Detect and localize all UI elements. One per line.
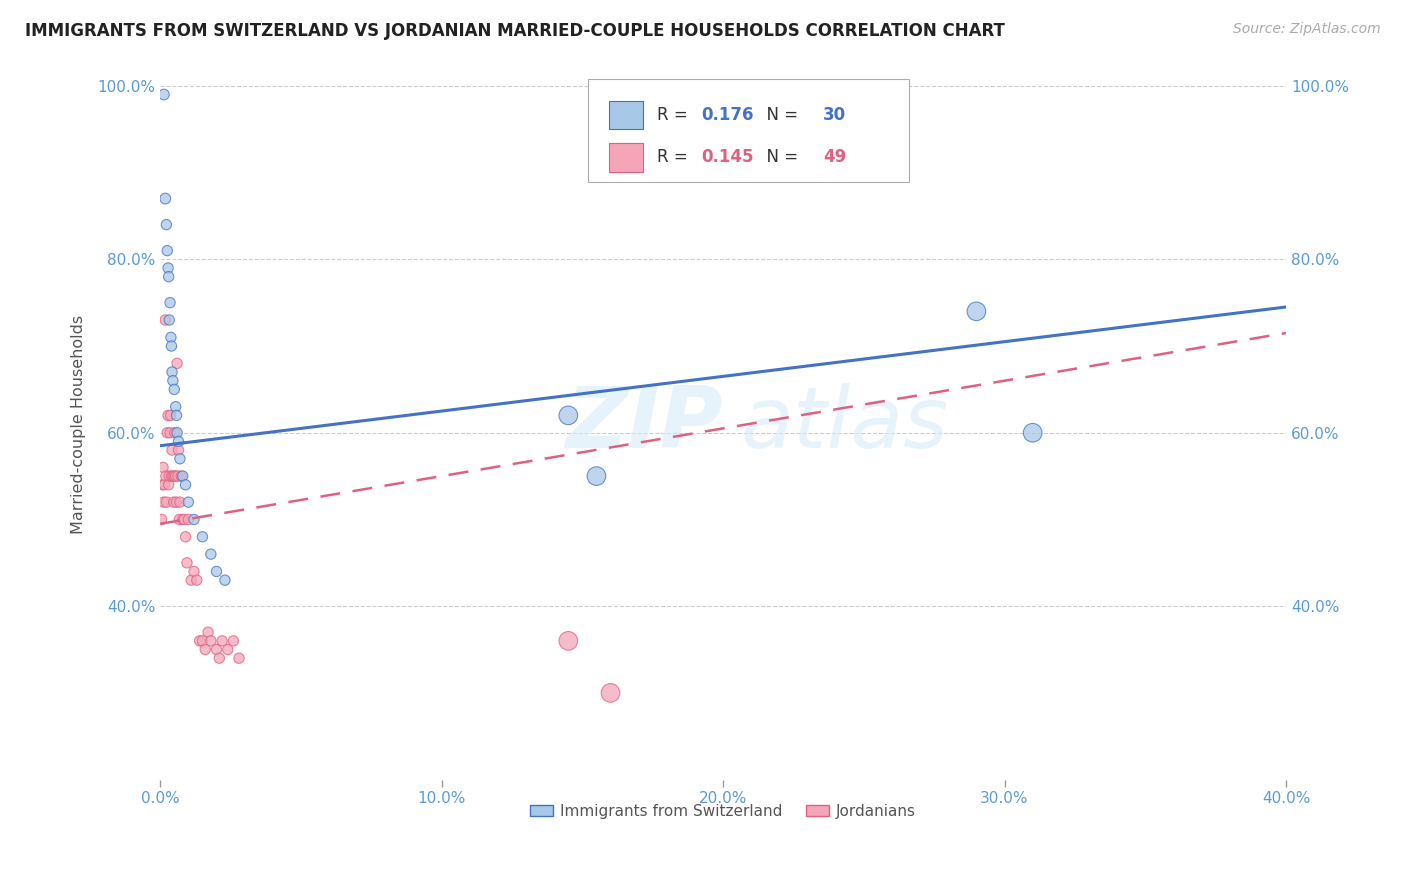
Point: [585, 469, 607, 483]
Point: [174, 477, 197, 491]
Point: [157, 477, 180, 491]
Point: [150, 512, 173, 526]
Point: [167, 434, 190, 449]
Point: [160, 339, 183, 353]
Point: [557, 633, 579, 648]
Point: [194, 642, 217, 657]
Point: [174, 530, 197, 544]
Point: [173, 512, 195, 526]
Point: [191, 530, 214, 544]
Point: [167, 443, 190, 458]
Point: [162, 374, 184, 388]
Point: [160, 469, 183, 483]
Point: [172, 512, 194, 526]
Text: 30: 30: [824, 106, 846, 124]
Point: [197, 625, 219, 640]
Text: N =: N =: [756, 106, 803, 124]
Y-axis label: Married-couple Households: Married-couple Households: [72, 315, 86, 533]
Point: [169, 495, 191, 509]
Point: [177, 512, 200, 526]
Point: [180, 573, 202, 587]
Point: [599, 686, 621, 700]
Point: [152, 495, 174, 509]
Point: [163, 469, 186, 483]
Point: [153, 477, 176, 491]
Point: [163, 383, 186, 397]
Point: [188, 633, 211, 648]
Text: Source: ZipAtlas.com: Source: ZipAtlas.com: [1233, 22, 1381, 37]
Point: [200, 547, 222, 561]
Text: 49: 49: [824, 148, 846, 167]
Point: [155, 218, 177, 232]
Point: [214, 573, 236, 587]
Point: [166, 409, 188, 423]
Point: [159, 409, 181, 423]
Point: [157, 469, 180, 483]
Point: [163, 495, 186, 509]
Point: [167, 469, 190, 483]
Point: [155, 313, 177, 327]
Point: [183, 565, 205, 579]
Point: [176, 556, 198, 570]
Text: IMMIGRANTS FROM SWITZERLAND VS JORDANIAN MARRIED-COUPLE HOUSEHOLDS CORRELATION C: IMMIGRANTS FROM SWITZERLAND VS JORDANIAN…: [25, 22, 1005, 40]
Point: [162, 469, 184, 483]
Point: [163, 425, 186, 440]
Point: [165, 469, 187, 483]
Point: [152, 460, 174, 475]
Point: [191, 633, 214, 648]
Point: [1021, 425, 1043, 440]
Point: [156, 425, 179, 440]
Point: [160, 365, 183, 379]
Point: [155, 469, 177, 483]
Point: [965, 304, 987, 318]
Point: [177, 495, 200, 509]
Text: N =: N =: [756, 148, 803, 167]
Point: [172, 469, 194, 483]
Point: [222, 633, 245, 648]
Point: [211, 633, 233, 648]
Point: [228, 651, 250, 665]
Text: 0.145: 0.145: [702, 148, 754, 167]
Point: [156, 244, 179, 258]
Point: [170, 469, 193, 483]
Point: [160, 330, 183, 344]
Point: [166, 495, 188, 509]
Legend: Immigrants from Switzerland, Jordanians: Immigrants from Switzerland, Jordanians: [524, 798, 922, 825]
Point: [153, 87, 176, 102]
Text: ZIP: ZIP: [565, 383, 723, 466]
Point: [155, 192, 177, 206]
Bar: [609, 144, 643, 171]
Point: [159, 425, 181, 440]
Point: [157, 260, 180, 275]
Point: [205, 565, 228, 579]
Point: [157, 313, 180, 327]
Text: 0.176: 0.176: [702, 106, 754, 124]
Point: [160, 443, 183, 458]
Point: [208, 651, 231, 665]
Point: [157, 409, 180, 423]
Point: [183, 512, 205, 526]
Point: [200, 633, 222, 648]
Point: [557, 409, 579, 423]
Text: R =: R =: [657, 106, 693, 124]
Point: [166, 425, 188, 440]
Text: atlas: atlas: [740, 383, 948, 466]
Point: [169, 512, 191, 526]
Point: [186, 573, 208, 587]
Point: [157, 269, 180, 284]
Point: [169, 451, 191, 466]
Point: [159, 295, 181, 310]
Point: [205, 642, 228, 657]
Point: [152, 477, 174, 491]
Text: R =: R =: [657, 148, 693, 167]
FancyBboxPatch shape: [588, 79, 908, 182]
Point: [155, 495, 177, 509]
Point: [166, 356, 188, 370]
Bar: [609, 101, 643, 129]
Point: [217, 642, 239, 657]
Point: [165, 400, 187, 414]
